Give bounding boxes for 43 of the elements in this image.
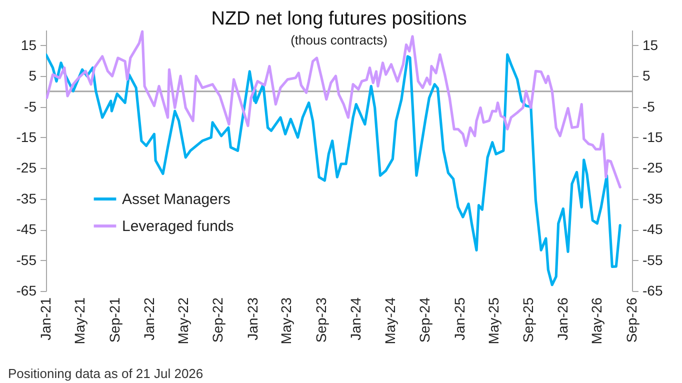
y2-tick-label: 5	[642, 68, 650, 84]
x-tick-label: Sep-24	[416, 297, 433, 343]
line-series	[46, 53, 622, 286]
legend-label: Asset Managers	[122, 191, 230, 208]
y-tick-label: -25	[16, 160, 37, 176]
y-tick-label: -35	[16, 190, 37, 206]
x-tick-label: May-23	[278, 297, 294, 344]
x-tick-label: Jan-22	[140, 297, 157, 340]
x-tick-label: Sep-23	[313, 297, 330, 343]
x-tick-label: Jan-24	[348, 297, 364, 340]
line-series	[46, 30, 622, 189]
legend-label: Leveraged funds	[122, 218, 234, 235]
y-tick-label: -65	[16, 282, 37, 298]
y2-tick-label: -5	[642, 98, 656, 114]
x-tick-label: Jan-21	[38, 297, 54, 340]
x-tick-label: Sep-22	[210, 297, 226, 343]
chart-subtitle: (thous contracts)	[290, 32, 388, 48]
y-tick-label: -5	[24, 98, 37, 114]
y2-tick-label: -35	[642, 190, 663, 206]
y2-tick-label: -15	[642, 128, 663, 145]
x-tick-label: Sep-25	[520, 297, 536, 343]
y-tick-label: 5	[28, 68, 37, 84]
x-tick-label: May-25	[485, 297, 502, 344]
y2-tick-label: -45	[642, 221, 663, 238]
x-tick-label: Jan-23	[244, 297, 260, 340]
y-tick-label: -55	[16, 252, 37, 268]
y2-tick-label: -25	[642, 160, 663, 176]
y-tick-label: 15	[20, 36, 37, 53]
y2-tick-label: 15	[642, 36, 658, 53]
x-tick-label: May-21	[71, 297, 88, 344]
x-tick-label: Jan-26	[554, 297, 571, 340]
x-tick-label: May-24	[382, 297, 398, 344]
y-tick-label: -45	[16, 221, 37, 238]
x-tick-label: Jan-25	[451, 297, 468, 340]
text: Positioning data as of 21 Jul 2026	[8, 366, 204, 381]
x-tick-label: Sep-26	[624, 297, 640, 343]
x-tick-label: May-22	[174, 297, 191, 344]
y2-tick-label: -55	[642, 252, 663, 268]
x-tick-label: Sep-21	[106, 297, 122, 343]
y2-tick-label: -65	[642, 282, 663, 298]
x-tick-label: May-26	[588, 297, 605, 344]
y-tick-label: -15	[16, 128, 37, 145]
chart-title: NZD net long futures positions	[211, 8, 467, 30]
